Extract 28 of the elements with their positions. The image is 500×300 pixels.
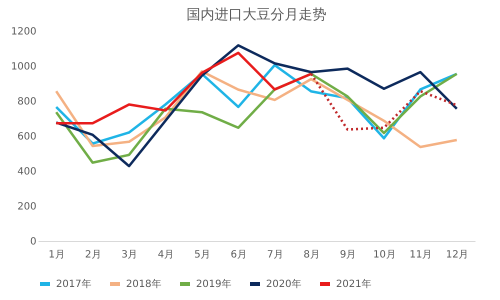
legend-label: 2021年 xyxy=(336,278,372,290)
x-tick-label: 3月 xyxy=(121,250,138,260)
legend-label: 2018年 xyxy=(126,278,162,290)
legend-label: 2020年 xyxy=(266,278,302,290)
x-tick-label: 6月 xyxy=(230,250,247,260)
x-tick-label: 7月 xyxy=(267,250,284,260)
x-tick-label: 4月 xyxy=(158,250,174,260)
y-tick-label: 0 xyxy=(30,236,36,248)
legend-label: 2017年 xyxy=(56,278,92,290)
x-tick-label: 12月 xyxy=(446,250,469,260)
y-tick-label: 1200 xyxy=(11,26,36,38)
x-tick-label: 1月 xyxy=(48,250,65,260)
line-series xyxy=(54,52,312,124)
y-tick-label: 600 xyxy=(17,132,36,142)
y-tick-label: 800 xyxy=(17,96,36,108)
line-series xyxy=(54,44,458,168)
x-tick-label: 9月 xyxy=(340,250,356,260)
x-tick-label: 2月 xyxy=(84,250,102,260)
legend-label: 2019年 xyxy=(196,278,232,290)
x-tick-label: 8月 xyxy=(303,250,320,260)
y-tick-label: 200 xyxy=(17,202,36,212)
chart-title: 国内进口大豆分月走势 xyxy=(186,7,326,23)
y-tick-label: 1000 xyxy=(11,62,36,72)
x-tick-label: 5月 xyxy=(194,250,211,260)
line-series xyxy=(310,72,458,131)
y-tick-label: 400 xyxy=(17,166,36,178)
x-tick-label: 11月 xyxy=(410,250,432,260)
x-tick-label: 10月 xyxy=(373,250,396,260)
